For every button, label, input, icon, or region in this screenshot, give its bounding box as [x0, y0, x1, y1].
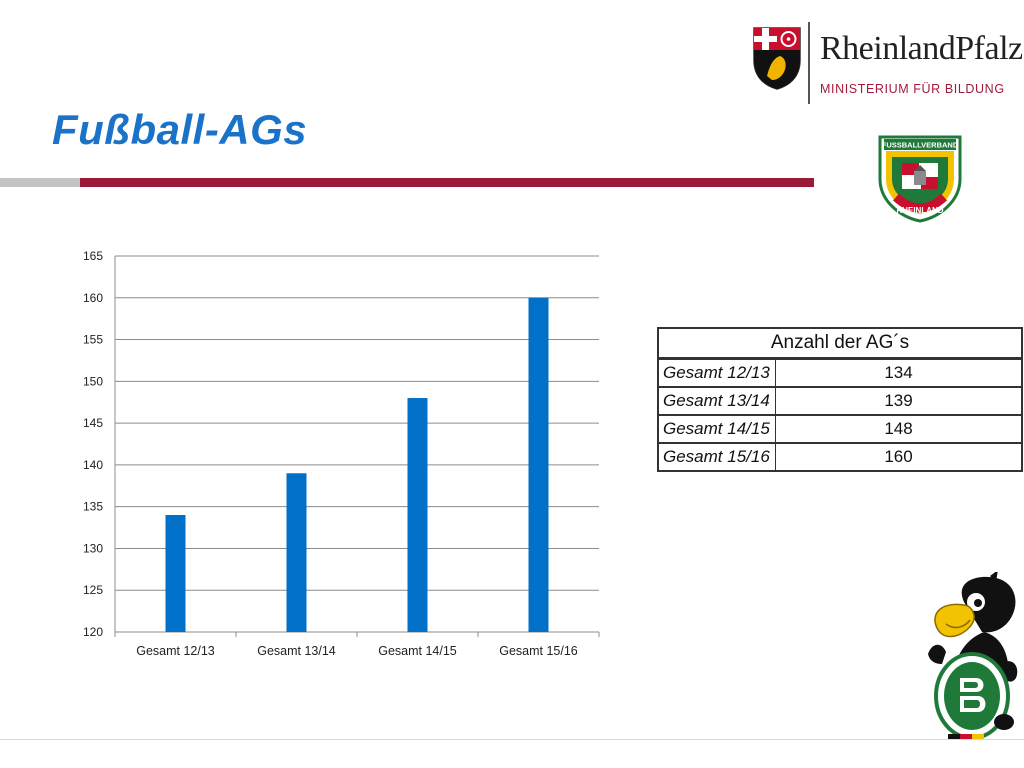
rlp-logo-subtitle: MINISTERIUM FÜR BILDUNG	[820, 82, 1005, 96]
table-header: Anzahl der AG´s	[658, 328, 1022, 360]
footer-line	[0, 739, 1024, 740]
accent-bar-gray	[0, 178, 80, 187]
rlp-coat-of-arms-icon	[753, 27, 801, 90]
x-category-label: Gesamt 14/15	[378, 644, 457, 658]
x-category-label: Gesamt 15/16	[499, 644, 578, 658]
bar-chart: 120 125 130 135 140 145 150 155 160 165 Gesamt 12/…	[83, 249, 600, 658]
y-tick-label: 160	[83, 291, 103, 305]
y-tick-label: 140	[83, 458, 103, 472]
y-tick-label: 165	[83, 249, 103, 263]
table-row: Gesamt 15/16 160	[658, 442, 1022, 471]
table-row: Gesamt 12/13 134	[658, 357, 1022, 387]
table-cell-label: Gesamt 14/15	[658, 414, 776, 443]
table-cell-label: Gesamt 12/13	[658, 357, 776, 387]
data-table: Anzahl der AG´s Gesamt 12/13 134 Gesamt …	[657, 327, 1023, 472]
y-tick-label: 135	[83, 500, 103, 514]
y-tick-label: 125	[83, 583, 103, 597]
y-tick-label: 130	[83, 541, 103, 555]
dfb-eagle-mascot-icon	[928, 572, 1018, 740]
table-cell-label: Gesamt 15/16	[658, 442, 776, 471]
y-tick-label: 120	[83, 625, 103, 639]
rlp-separator	[808, 22, 810, 104]
table-cell-value: 160	[775, 442, 1022, 471]
table-cell-value: 139	[775, 386, 1022, 415]
table-cell-value: 134	[775, 357, 1022, 387]
bar	[407, 398, 428, 632]
bar	[528, 297, 549, 632]
y-tick-label: 155	[83, 333, 103, 347]
table-header-row: Anzahl der AG´s	[658, 328, 1022, 360]
y-tick-label: 150	[83, 374, 103, 388]
fussballverband-rheinland-logo: FUSSBALLVERBAND RHEINLAND	[878, 135, 962, 223]
bar	[165, 515, 186, 632]
slide-title: Fußball-AGs	[52, 106, 308, 153]
table-row: Gesamt 13/14 139	[658, 386, 1022, 415]
accent-bar-red	[80, 178, 814, 187]
fv-logo-top-text: FUSSBALLVERBAND	[882, 141, 959, 150]
table-row: Gesamt 14/15 148	[658, 414, 1022, 443]
fv-logo-bottom-text: RHEINLAND	[896, 206, 943, 215]
y-tick-label: 145	[83, 416, 103, 430]
bar	[286, 473, 307, 632]
x-category-label: Gesamt 13/14	[257, 644, 336, 658]
table-cell-label: Gesamt 13/14	[658, 386, 776, 415]
table-cell-value: 148	[775, 414, 1022, 443]
rlp-logo-name: RheinlandPfalz	[820, 30, 1023, 67]
x-category-label: Gesamt 12/13	[136, 644, 215, 658]
